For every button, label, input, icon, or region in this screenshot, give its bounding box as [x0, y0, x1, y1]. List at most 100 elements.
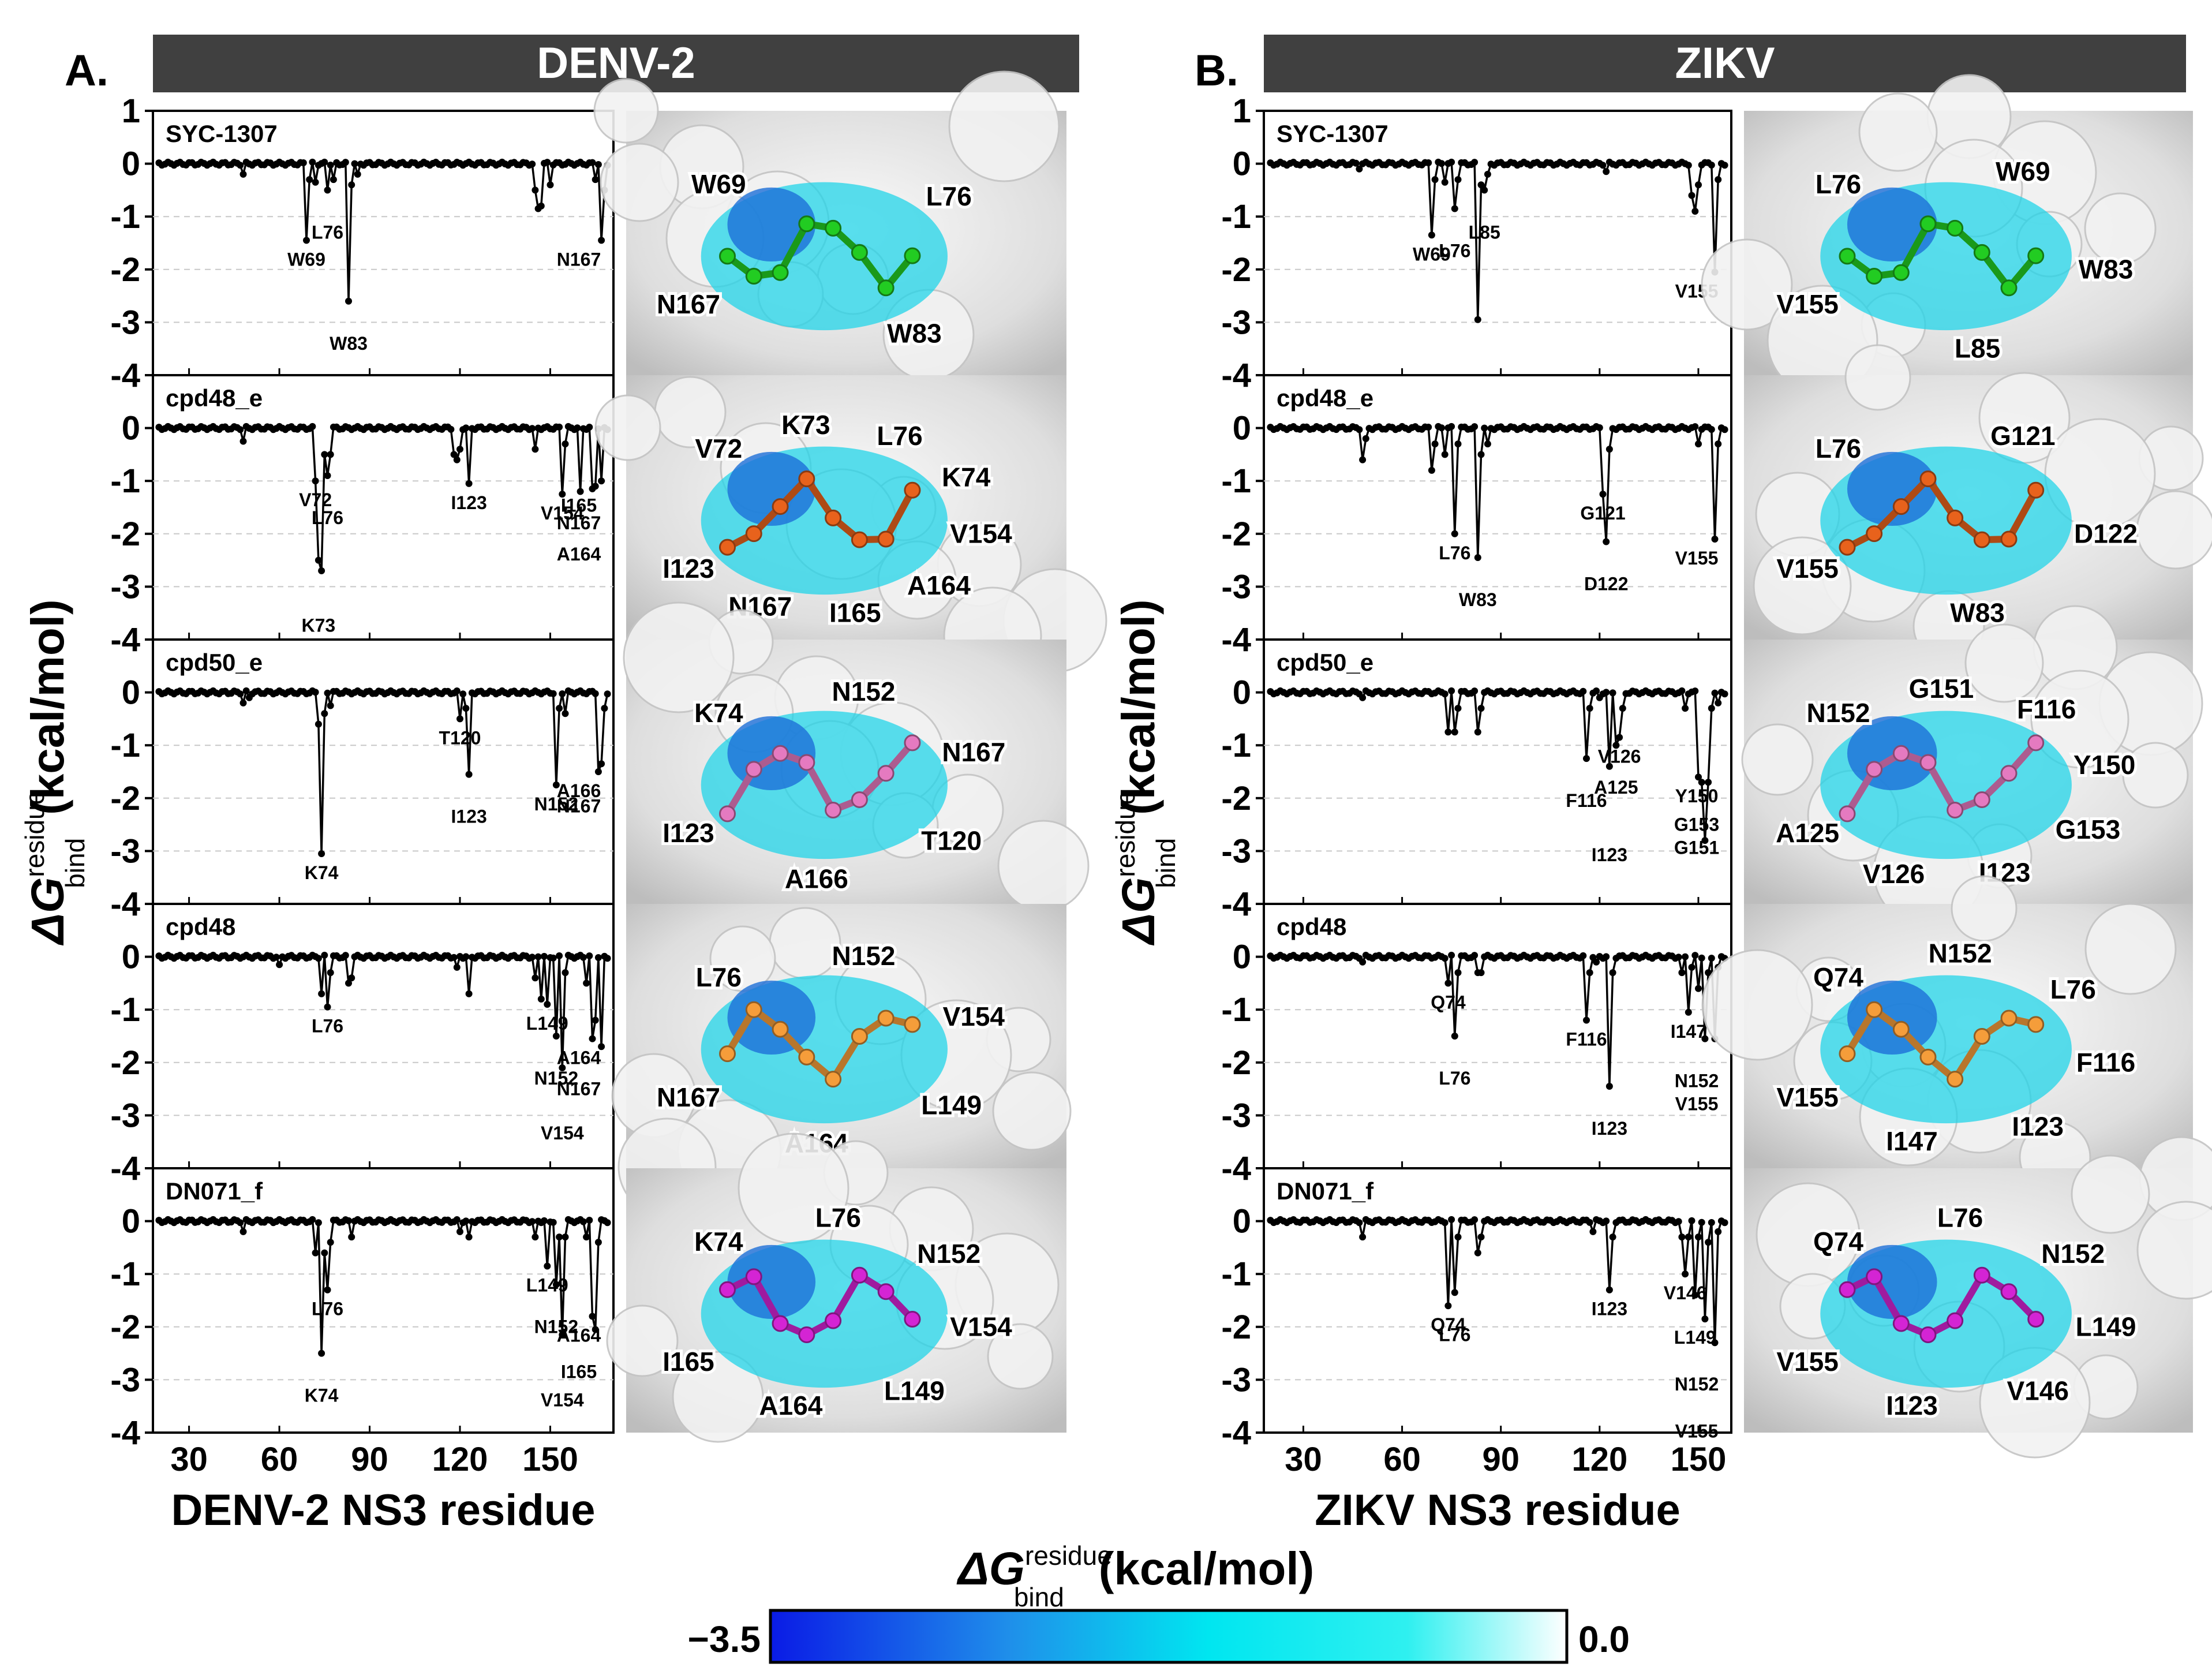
- data-point: [348, 1233, 355, 1241]
- subplot-frame: [152, 110, 615, 376]
- data-point: [306, 176, 313, 184]
- data-point: [1691, 1291, 1699, 1299]
- surface-lobe: [1701, 949, 1813, 1061]
- data-point: [237, 690, 244, 698]
- y-tick-label: 0: [1233, 1203, 1251, 1240]
- residue-label: F116: [1566, 1029, 1607, 1050]
- surface-lobe: [987, 1323, 1054, 1390]
- data-point: [549, 1218, 557, 1226]
- y-tick-label: -4: [1221, 885, 1251, 923]
- ligand-atom: [1973, 531, 1990, 548]
- data-point: [562, 969, 569, 977]
- data-point: [321, 1249, 328, 1257]
- data-point: [1356, 426, 1363, 433]
- data-point: [239, 1228, 247, 1235]
- panel-denv-2: A. DENV-2 ΔGresidue bind (kcal/mol) 1 0 -1 -2 -3 -…: [20, 35, 1107, 1535]
- data-point: [1593, 958, 1600, 966]
- y-tick-label: -4: [1221, 357, 1251, 394]
- y-tick-label: 0: [122, 145, 140, 183]
- data-point: [1471, 1216, 1479, 1224]
- data-point: [1612, 742, 1620, 749]
- subplot-syc-1307: 1 0 -1 -2 -3 -4 SYC-1307 W69 L76 W83 N167 W69 L76 W83…: [110, 70, 1066, 394]
- residue-label: L76: [312, 222, 343, 242]
- data-point: [312, 1249, 319, 1257]
- data-point: [447, 425, 455, 433]
- pose-residue-label: N152: [1929, 939, 1992, 969]
- ligand-atom: [877, 279, 894, 297]
- residue-label: N167: [557, 249, 601, 270]
- pose-residue-label: L149: [921, 1090, 982, 1120]
- data-point: [321, 951, 328, 959]
- colorbar-max-label: 0.0: [1578, 1618, 1630, 1660]
- data-point: [583, 1233, 590, 1241]
- ligand-atom: [851, 1027, 868, 1045]
- data-point: [456, 715, 463, 723]
- data-point: [453, 963, 461, 971]
- data-point: [532, 974, 539, 982]
- data-point: [1359, 958, 1367, 966]
- x-axis-label: DENV-2 NS3 residue: [171, 1486, 596, 1535]
- pose-residue-label: A166: [785, 864, 848, 894]
- ligand-atom: [2027, 1016, 2045, 1033]
- data-point: [604, 1219, 611, 1227]
- residue-label: I123: [1592, 844, 1627, 865]
- ligand-atom: [1947, 509, 1964, 526]
- data-point: [604, 955, 611, 962]
- data-point: [586, 1217, 593, 1224]
- data-point: [1451, 728, 1458, 736]
- binding-site-core: [1847, 1244, 1937, 1319]
- y-axis-label-symbol: ΔG: [1113, 877, 1164, 946]
- data-point: [1441, 451, 1449, 458]
- data-point: [537, 202, 545, 210]
- surface-lobe: [948, 70, 1060, 182]
- data-point: [1359, 1233, 1367, 1241]
- surface-lobe: [2084, 192, 2157, 265]
- residue-label: N152: [1675, 1071, 1719, 1091]
- data-point: [1481, 424, 1488, 432]
- y-tick-label: -4: [110, 1150, 140, 1187]
- data-point: [1675, 1218, 1682, 1225]
- pose-residue-label: W69: [1996, 156, 2050, 186]
- y-tick-label: -1: [110, 727, 140, 764]
- subplot-title: SYC-1307: [1277, 120, 1388, 147]
- data-point: [1695, 985, 1702, 992]
- data-point: [1609, 689, 1616, 697]
- data-point: [1691, 208, 1699, 215]
- ligand-atom: [718, 805, 736, 823]
- subplot-frame: [152, 1167, 615, 1434]
- x-tick-label: 90: [1482, 1441, 1519, 1478]
- x-tick-label: 30: [170, 1441, 208, 1478]
- data-point: [1580, 687, 1587, 695]
- data-point: [1438, 424, 1445, 432]
- residue-label: K74: [305, 862, 339, 883]
- subplot-title: cpd48_e: [1277, 384, 1373, 412]
- data-point: [345, 297, 352, 305]
- x-tick-label: 90: [351, 1441, 388, 1478]
- panel-letter: B.: [1195, 46, 1238, 95]
- y-tick-label: -4: [1221, 1414, 1251, 1452]
- pose-residue-label: Q74: [1813, 1227, 1863, 1257]
- residue-label: V154: [541, 1390, 584, 1411]
- ligand-atom: [1919, 1326, 1937, 1343]
- pose-residue-label: N152: [832, 941, 896, 971]
- ligand-atom: [1839, 805, 1856, 823]
- data-point: [345, 980, 352, 987]
- ligand-atom: [904, 734, 921, 752]
- y-tick-label: 0: [1233, 674, 1251, 712]
- ligand-atom: [1947, 802, 1964, 819]
- residue-label: G151: [1674, 837, 1719, 858]
- ligand-atom: [798, 1048, 815, 1066]
- data-point: [1477, 705, 1485, 712]
- data-point: [1708, 955, 1715, 962]
- data-point: [544, 159, 551, 166]
- y-tick-label: -3: [1221, 568, 1251, 605]
- y-tick-label: 0: [1233, 410, 1251, 447]
- ligand-atom: [718, 1045, 736, 1063]
- ligand-atom: [772, 498, 789, 515]
- data-point: [1431, 176, 1439, 184]
- binding-site-core: [727, 980, 816, 1055]
- pose-residue-label: L76: [1937, 1203, 1983, 1233]
- y-tick-label: -1: [1221, 727, 1251, 764]
- residue-label: L76: [312, 507, 343, 528]
- surface-lobe: [1753, 536, 1852, 635]
